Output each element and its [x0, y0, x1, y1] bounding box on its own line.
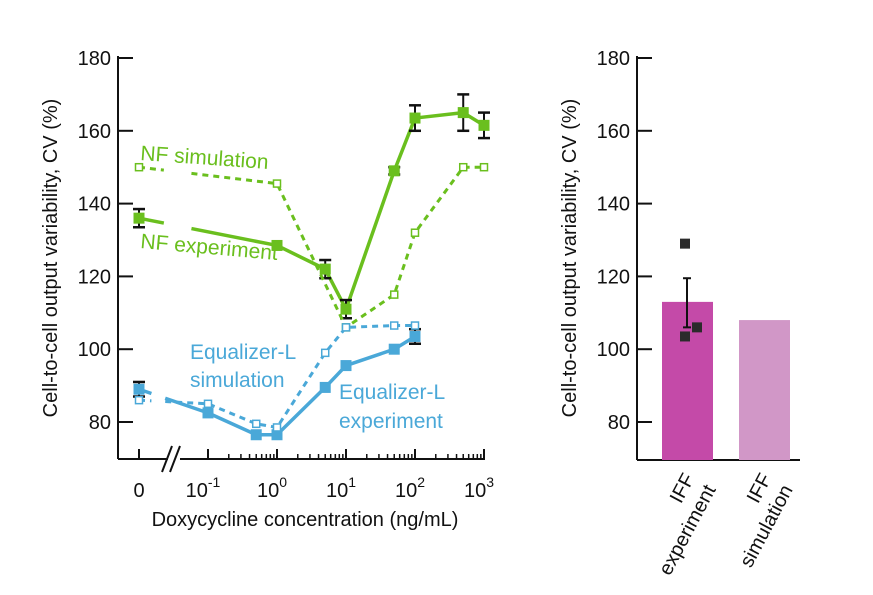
data-point	[680, 331, 690, 342]
annotation-eq-simulation: Equalizer-L	[190, 341, 296, 364]
data-point	[692, 322, 702, 333]
data-point	[203, 399, 213, 409]
annotation-eq-experiment: experiment	[339, 410, 443, 433]
data-point	[272, 423, 282, 432]
y-tick-label: 80	[89, 412, 111, 434]
x-tick-exponent: 0	[279, 474, 287, 490]
x-tick-label: 0	[133, 480, 144, 502]
data-point	[388, 165, 400, 177]
data-point	[389, 290, 399, 299]
right-bar-chart: 80 100 120 140 160 180 Cell-to-cell output var…	[559, 48, 800, 579]
data-point	[133, 383, 145, 395]
x-tick-base: 10	[186, 480, 208, 502]
data-point	[340, 360, 352, 372]
annotation-nf-experiment: NF experiment	[140, 230, 279, 265]
x-tick-base: 10	[395, 480, 417, 502]
x-tick-label: 100	[257, 474, 287, 502]
bar	[739, 320, 790, 460]
series-line	[191, 110, 485, 311]
x-tick-label: 101	[326, 474, 356, 502]
y-tick-label: 140	[597, 194, 630, 216]
x-tick-base: 10	[464, 480, 486, 502]
data-point	[341, 323, 351, 332]
axis-break-mark	[169, 445, 181, 473]
data-point	[478, 119, 490, 131]
y-tick-label: 100	[597, 339, 630, 361]
data-point	[320, 348, 330, 358]
data-point	[389, 321, 399, 330]
x-tick-base: 0	[133, 480, 144, 502]
data-point	[202, 407, 214, 419]
y-tick-label: 100	[78, 339, 111, 361]
data-point	[319, 263, 331, 275]
data-point	[409, 330, 421, 342]
data-point	[272, 179, 282, 188]
data-point	[134, 395, 144, 405]
data-point	[271, 429, 283, 441]
y-tick-label: 120	[597, 266, 630, 288]
data-point	[251, 419, 261, 429]
axis-break-mark	[161, 445, 173, 473]
y-axis-label: Cell-to-cell output variability, CV (%)	[40, 99, 62, 418]
data-point	[134, 162, 144, 172]
data-point	[457, 107, 469, 119]
series-line	[164, 334, 416, 437]
data-point	[680, 238, 690, 249]
x-tick-base: 10	[326, 480, 348, 502]
data-point	[319, 381, 331, 393]
y-tick-label: 160	[597, 121, 630, 143]
y-axis-label: Cell-to-cell output variability, CV (%)	[559, 99, 581, 418]
annotation-eq-simulation: simulation	[190, 369, 285, 392]
data-point	[133, 212, 145, 224]
x-tick-exponent: 3	[486, 474, 494, 490]
x-category-label: IFFsimulation	[715, 470, 798, 571]
data-point	[340, 303, 352, 315]
series-nf-experiment	[133, 93, 490, 320]
x-tick-base: 10	[257, 480, 279, 502]
x-tick-exponent: 2	[417, 474, 425, 490]
data-point	[388, 343, 400, 355]
y-tick-label: 180	[78, 48, 111, 70]
series-equalizer-l-simulation	[134, 321, 420, 432]
data-point	[410, 228, 420, 237]
annotation-eq-experiment: Equalizer-L	[339, 381, 445, 404]
y-tick-label: 160	[78, 121, 111, 143]
y-tick-label: 80	[608, 412, 630, 434]
series-line	[165, 324, 415, 429]
x-tick-label: 102	[395, 474, 425, 502]
data-point	[479, 162, 489, 172]
x-axis-label: Doxycycline concentration (ng/mL)	[152, 509, 459, 531]
annotation-nf-simulation: NF simulation	[140, 142, 270, 174]
data-point	[271, 239, 283, 251]
series-equalizer-l-experiment	[133, 327, 421, 441]
x-tick-label: 10-1	[186, 474, 221, 502]
data-point	[250, 429, 262, 441]
x-tick-exponent: -1	[208, 474, 221, 490]
x-category-label: IFFexperiment	[634, 470, 721, 579]
data-point	[409, 112, 421, 124]
x-tick-label: 103	[464, 474, 494, 502]
data-point	[410, 321, 420, 330]
data-point	[458, 162, 468, 172]
y-tick-label: 140	[78, 194, 111, 216]
x-tick-exponent: 1	[348, 474, 356, 490]
y-tick-label: 180	[597, 48, 630, 70]
y-tick-label: 120	[78, 266, 111, 288]
